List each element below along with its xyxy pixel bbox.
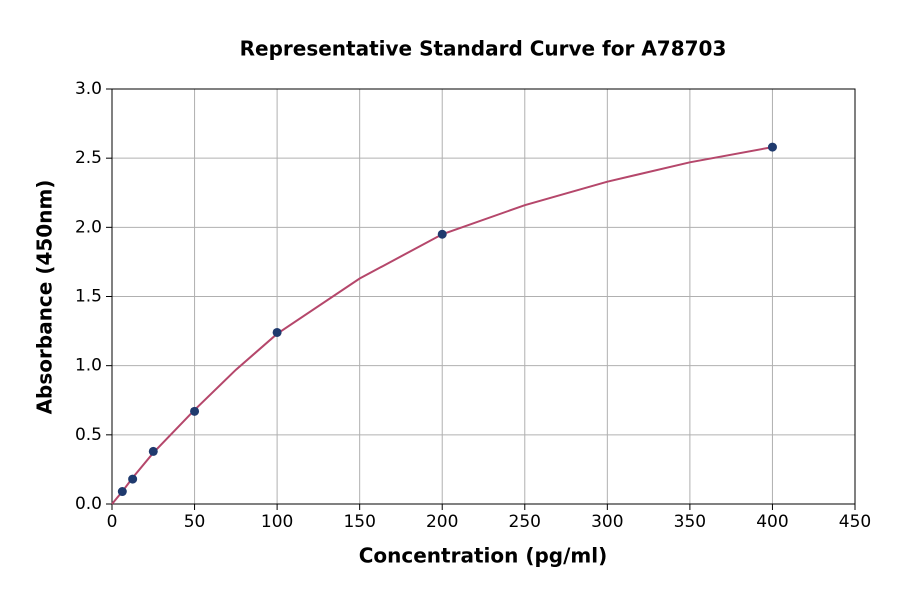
x-tick-label: 200 bbox=[426, 512, 458, 532]
x-tick-label: 250 bbox=[509, 512, 541, 532]
x-tick-label: 150 bbox=[343, 512, 375, 532]
y-tick-label: 2.5 bbox=[75, 148, 102, 168]
x-tick-label: 400 bbox=[756, 512, 788, 532]
data-point bbox=[148, 446, 158, 456]
y-tick-label: 1.0 bbox=[75, 356, 102, 376]
y-axis-label: Absorbance (450nm) bbox=[33, 180, 57, 415]
y-tick-label: 3.0 bbox=[75, 79, 102, 99]
data-point bbox=[437, 229, 447, 239]
x-tick-label: 0 bbox=[107, 512, 118, 532]
chart-title: Representative Standard Curve for A78703 bbox=[240, 37, 727, 61]
y-tick-label: 0.5 bbox=[75, 425, 102, 445]
data-point bbox=[767, 142, 777, 152]
x-tick-label: 50 bbox=[184, 512, 206, 532]
y-tick-label: 2.0 bbox=[75, 217, 102, 237]
x-tick-label: 350 bbox=[674, 512, 706, 532]
x-tick-label: 300 bbox=[591, 512, 623, 532]
y-tick-label: 0.0 bbox=[75, 494, 102, 514]
data-point bbox=[190, 406, 200, 416]
y-tick-label: 1.5 bbox=[75, 287, 102, 307]
data-point bbox=[128, 474, 138, 484]
data-point bbox=[117, 487, 127, 497]
data-point bbox=[272, 327, 282, 337]
x-tick-label: 450 bbox=[839, 512, 871, 532]
plot-frame bbox=[111, 88, 856, 505]
x-tick-label: 100 bbox=[261, 512, 293, 532]
x-axis-label: Concentration (pg/ml) bbox=[359, 544, 608, 568]
